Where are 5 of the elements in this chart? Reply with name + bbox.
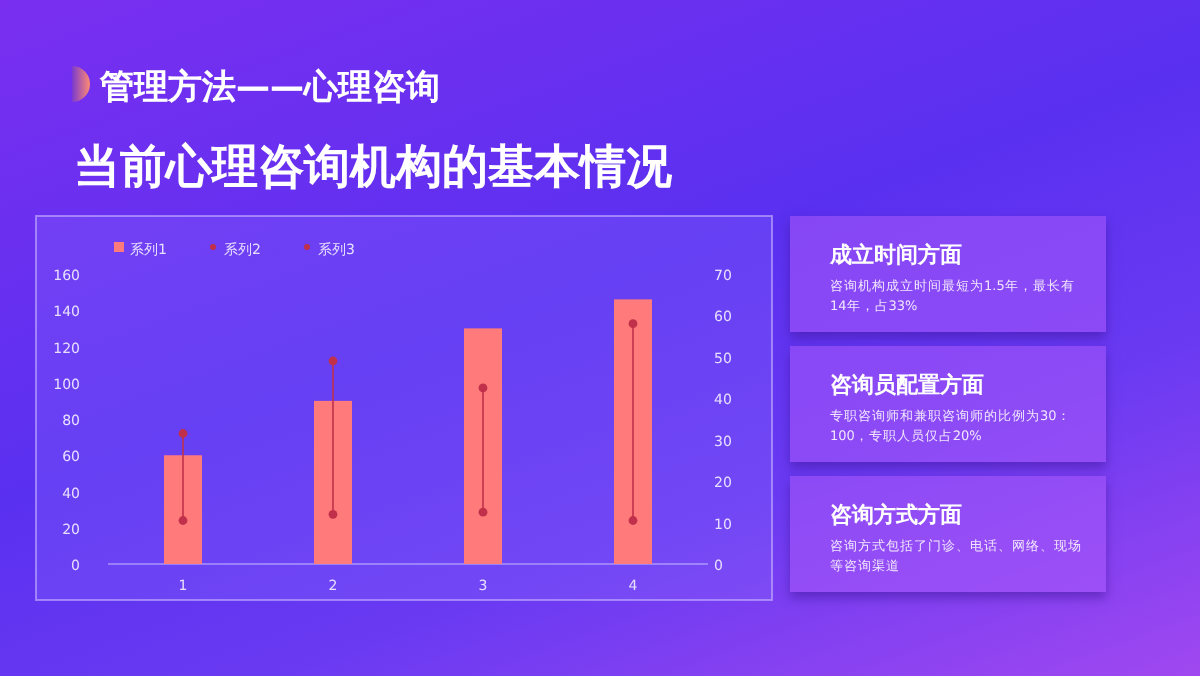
chart-subtitle: 当前心理咨询机构的基本情况 <box>74 140 674 194</box>
text: 成立时间方面 <box>830 240 962 270</box>
text: 咨询员配置方面 <box>830 370 984 400</box>
chart-title: 管理方法——心理咨询 <box>98 68 440 108</box>
text: 咨询方式方面 <box>830 500 962 530</box>
